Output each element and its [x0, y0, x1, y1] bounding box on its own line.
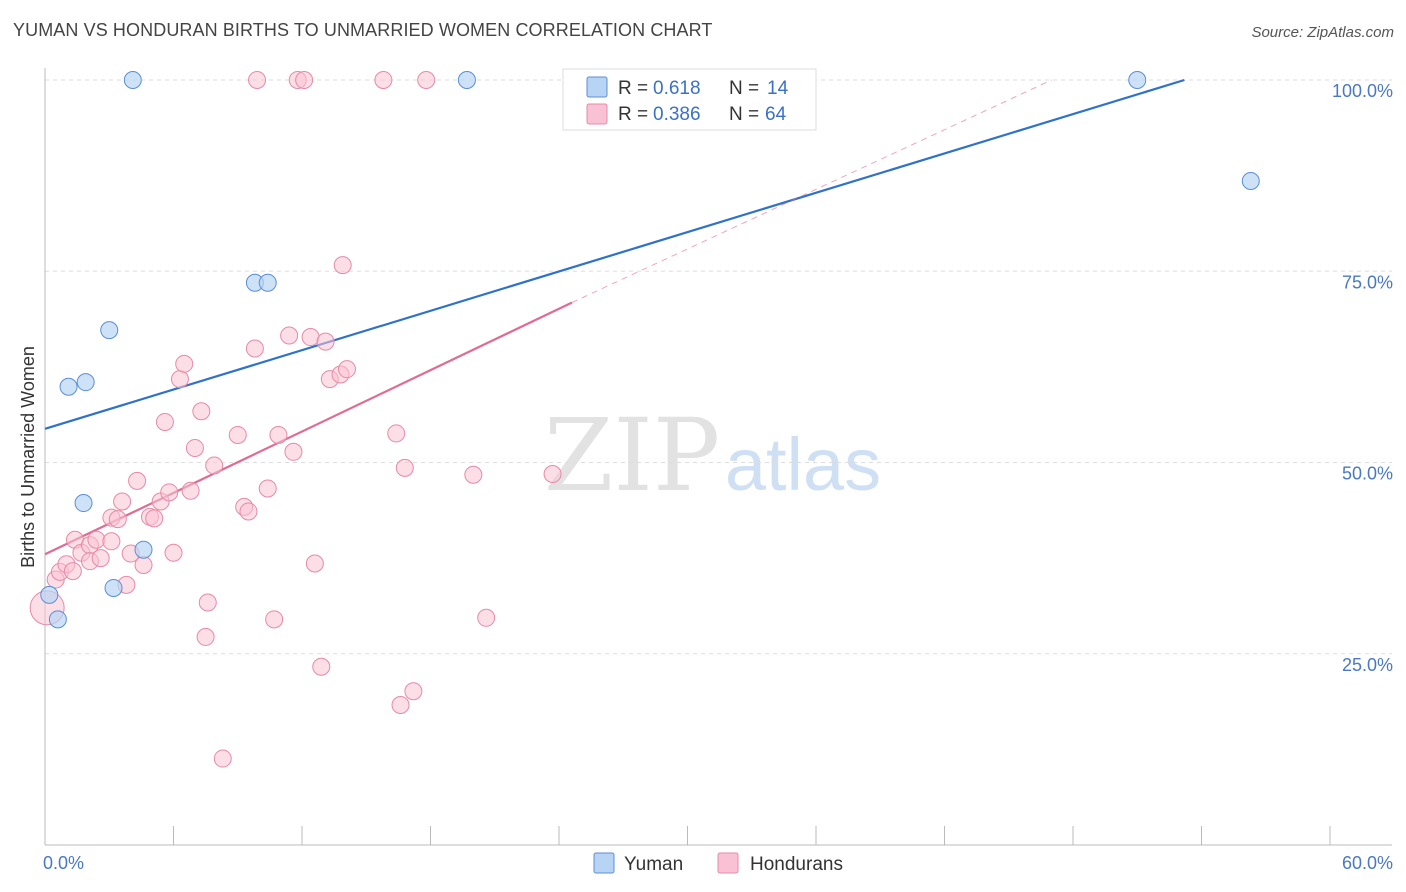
- yuman-point: [74, 494, 93, 513]
- hondurans-point: [337, 360, 356, 379]
- hondurans-point: [213, 749, 232, 768]
- source-credit: Source: ZipAtlas.com: [1251, 24, 1394, 41]
- hondurans-points: [29, 71, 581, 768]
- hondurans-point: [312, 657, 331, 676]
- hondurans-point: [543, 464, 562, 483]
- hondurans-point: [205, 456, 224, 475]
- bottom-legend-yuman-swatch: [593, 852, 615, 874]
- hondurans-point: [196, 627, 215, 646]
- yuman-point: [123, 71, 142, 89]
- yuman-point: [48, 610, 67, 629]
- y-tick-label: 75.0%: [1342, 272, 1393, 292]
- hondurans-point: [185, 438, 204, 457]
- hondurans-point: [108, 510, 127, 529]
- legend-hondurans-n-value: 64: [765, 104, 787, 125]
- hondurans-point: [87, 530, 106, 549]
- hondurans-point: [113, 492, 132, 511]
- hondurans-point: [284, 442, 303, 461]
- hondurans-point: [417, 71, 436, 89]
- hondurans-point: [316, 332, 335, 351]
- hondurans-point: [395, 458, 414, 477]
- legend-yuman-r-value: 0.618: [653, 78, 701, 99]
- x-tick-label: 0.0%: [43, 853, 84, 873]
- watermark-atlas: atlas: [725, 423, 881, 506]
- yuman-point: [1241, 171, 1260, 190]
- yuman-trend-line: [44, 78, 1185, 430]
- yuman-point: [104, 578, 123, 597]
- watermark-zip: ZIP: [544, 397, 720, 514]
- hondurans-point: [134, 556, 153, 575]
- hondurans-point: [245, 339, 264, 358]
- bottom-legend-yuman-label: Yuman: [624, 854, 683, 875]
- hondurans-point: [248, 71, 267, 89]
- hondurans-point: [239, 502, 258, 521]
- yuman-point: [134, 540, 153, 559]
- hondurans-point: [91, 549, 110, 568]
- hondurans-point: [265, 610, 284, 629]
- y-axis-label: Births to Unmarried Women: [18, 346, 38, 568]
- y-tick-label: 50.0%: [1342, 464, 1393, 484]
- hondurans-point: [374, 71, 393, 89]
- hondurans-point: [295, 71, 314, 89]
- yuman-point: [76, 373, 95, 392]
- hondurans-point: [160, 483, 179, 502]
- legend-yuman-swatch: [586, 76, 608, 98]
- hondurans-trend-extension: [571, 79, 1052, 304]
- hondurans-point: [228, 425, 247, 444]
- hondurans-point: [63, 562, 82, 581]
- yuman-point: [457, 71, 476, 89]
- hondurans-point: [387, 424, 406, 443]
- trend-lines: [44, 78, 1185, 556]
- hondurans-point: [477, 608, 496, 627]
- axes: [44, 68, 1392, 846]
- hondurans-point: [181, 481, 200, 500]
- hondurans-point: [269, 425, 288, 444]
- hondurans-point: [305, 554, 324, 573]
- hondurans-point: [164, 543, 183, 562]
- hondurans-point: [333, 256, 352, 275]
- hondurans-point: [404, 682, 423, 701]
- hondurans-point: [198, 593, 217, 612]
- bottom-legend-hondurans-swatch: [717, 852, 739, 874]
- hondurans-point: [391, 696, 410, 715]
- legend-yuman-r-label: R =: [618, 78, 648, 99]
- hondurans-point: [170, 370, 189, 389]
- legend-yuman-n-value: 14: [767, 78, 789, 99]
- hondurans-point: [258, 479, 277, 498]
- yuman-point: [59, 377, 78, 396]
- legend-hondurans-swatch: [586, 103, 608, 125]
- hondurans-point: [192, 402, 211, 421]
- hondurans-point: [145, 509, 164, 528]
- yuman-point: [40, 585, 59, 604]
- hondurans-point: [102, 532, 121, 551]
- hondurans-point: [280, 326, 299, 345]
- yuman-points: [40, 71, 1260, 629]
- hondurans-point: [128, 471, 147, 490]
- hondurans-point: [155, 412, 174, 431]
- chart-title: YUMAN VS HONDURAN BIRTHS TO UNMARRIED WO…: [13, 20, 713, 40]
- legend-hondurans-r-value: 0.386: [653, 104, 701, 125]
- x-tick-label: 60.0%: [1342, 853, 1393, 873]
- yuman-point: [1128, 71, 1147, 89]
- hondurans-trend-line: [44, 301, 573, 556]
- hondurans-point: [175, 354, 194, 373]
- bottom-legend-hondurans-label: Hondurans: [750, 854, 843, 875]
- series-legend: Yuman Hondurans: [593, 852, 843, 875]
- gridlines: [45, 79, 1392, 655]
- hondurans-point: [464, 465, 483, 484]
- tick-labels: 25.0% 50.0% 75.0% 100.0% 0.0% 60.0%: [43, 81, 1393, 873]
- legend-hondurans-n-label: N =: [729, 104, 759, 125]
- correlation-legend: R = 0.618 N = 14 R = 0.386 N = 64: [562, 68, 817, 131]
- yuman-point: [100, 321, 119, 340]
- yuman-point: [258, 273, 277, 292]
- y-tick-label: 25.0%: [1342, 655, 1393, 675]
- y-tick-label: 100.0%: [1332, 81, 1393, 101]
- legend-yuman-n-label: N =: [729, 78, 759, 99]
- legend-hondurans-r-label: R =: [618, 104, 648, 125]
- hondurans-point: [301, 328, 320, 347]
